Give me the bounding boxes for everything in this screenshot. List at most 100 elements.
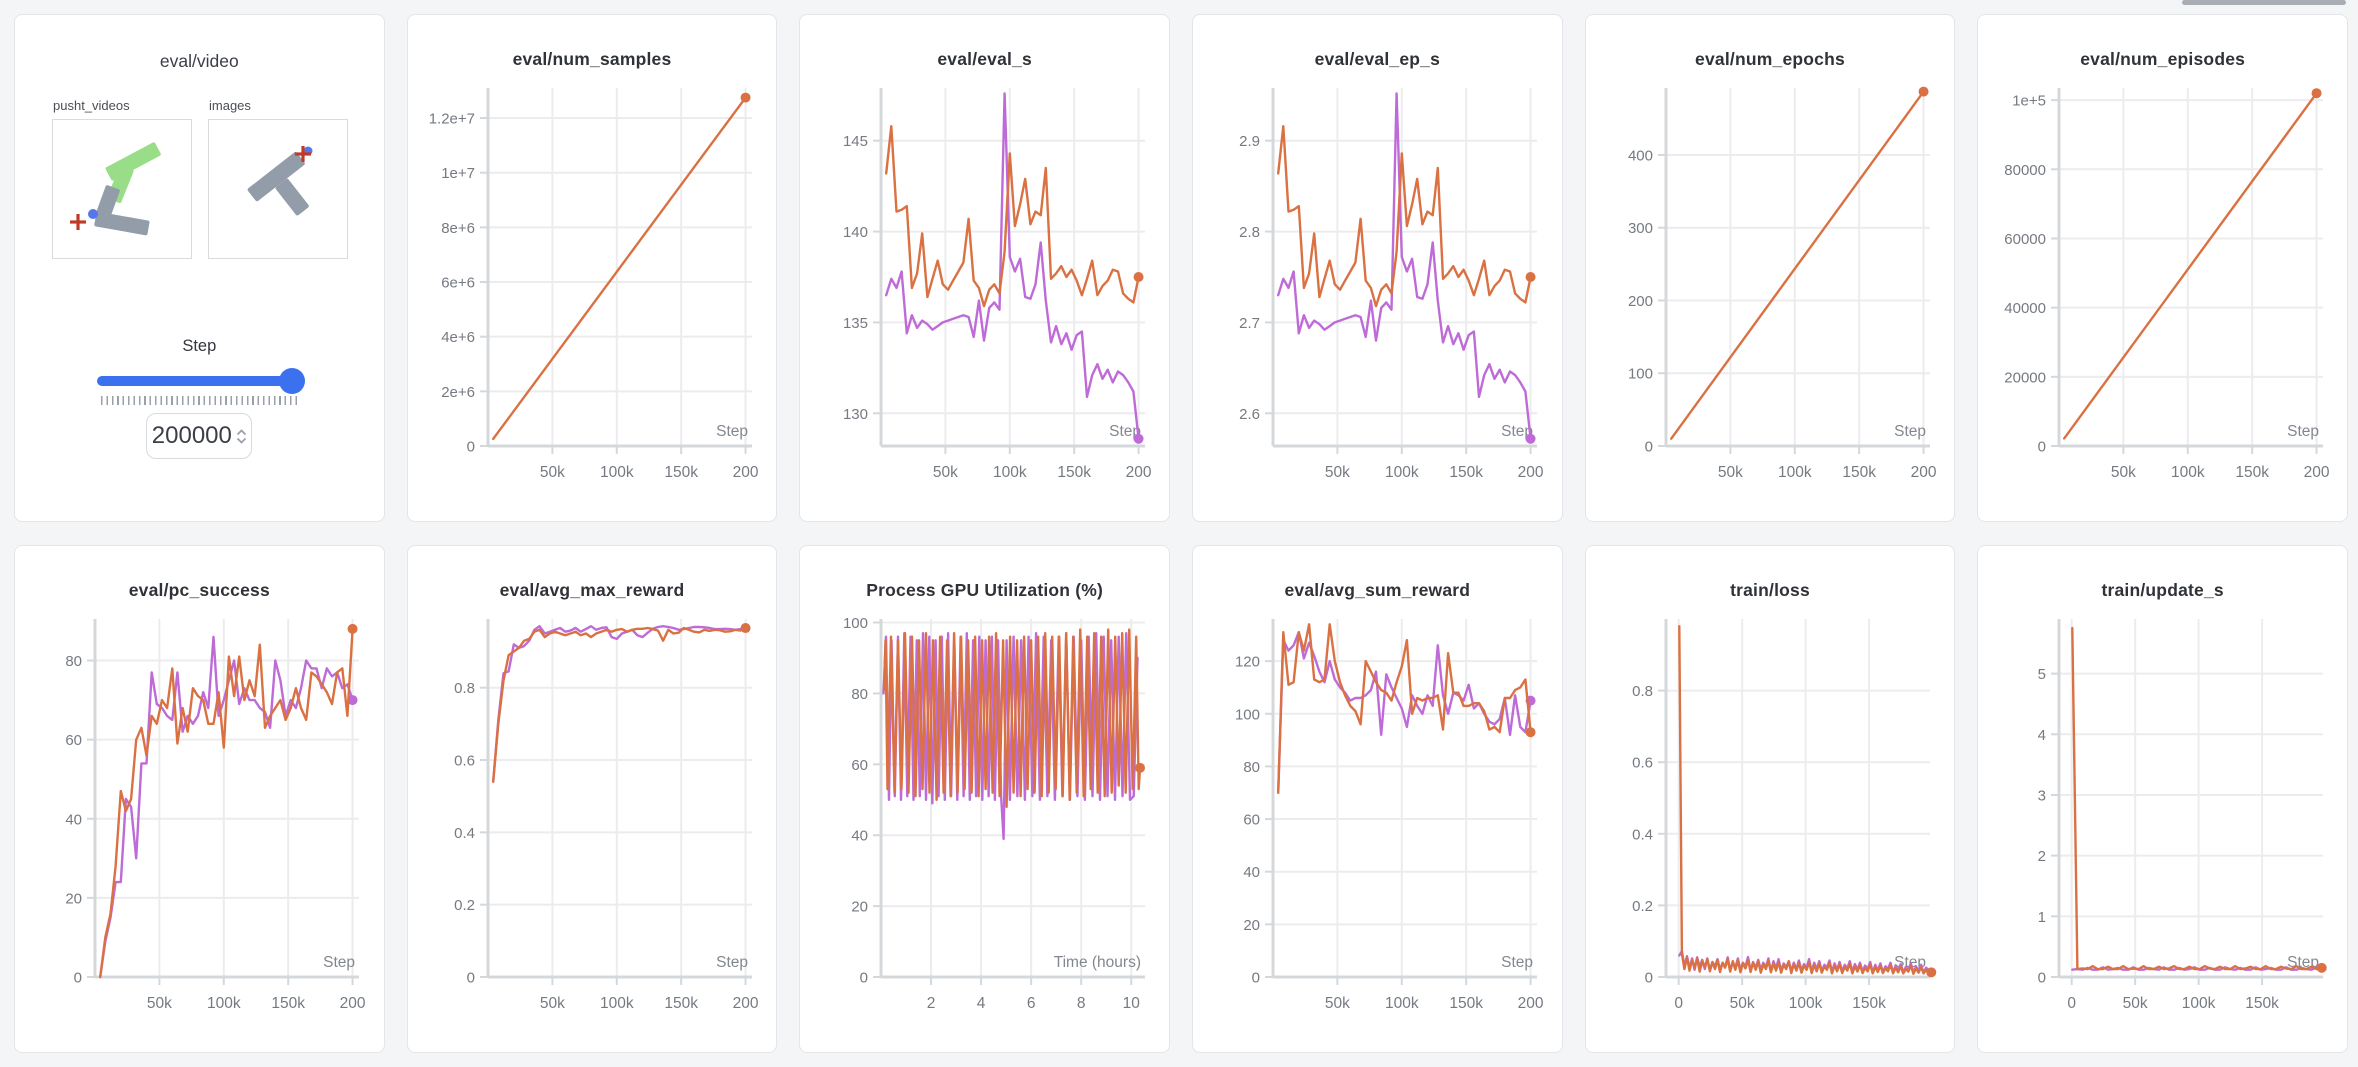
svg-text:0: 0 [859,970,867,987]
svg-text:Time (hours): Time (hours) [1053,954,1140,971]
svg-text:2.7: 2.7 [1239,315,1260,332]
panel-train-loss: train/loss 0 0.2 0.4 0.6 0.8 0 50k 100k 150k Step [1584,545,1956,1053]
svg-text:200: 200 [340,995,366,1012]
svg-text:2e+6: 2e+6 [441,384,475,401]
svg-text:100k: 100k [1385,464,1419,481]
step-input-value: 200000 [151,422,232,449]
svg-text:50k: 50k [540,464,565,481]
stepper-down-icon[interactable] [236,437,247,444]
chart-eval-num-episodes[interactable]: 0 20000 40000 60000 80000 1e+5 50k 100k 150k 200 S… [1989,72,2337,488]
svg-text:60000: 60000 [2004,231,2046,248]
chart-eval-num-epochs[interactable]: 0 100 200 300 400 50k 100k 150k 200 Step [1596,72,1944,488]
chart-eval-eval-s[interactable]: 130 135 140 145 50k 100k 150k 200 Step [811,72,1159,488]
panel-train-update-s: train/update_s 0 1 2 3 4 5 0 50k 100k 150k Step [1977,545,2348,1053]
svg-text:2.8: 2.8 [1239,224,1260,241]
svg-text:50k: 50k [1325,464,1350,481]
svg-text:Step: Step [1894,423,1926,440]
svg-text:0.6: 0.6 [1632,755,1653,772]
agent-dot [88,209,98,219]
pusht-image [247,146,313,216]
panel-eval-num-episodes: eval/num_episodes 0 20000 40000 60000 80000 1… [1977,14,2348,522]
chart-process-gpu-utilization[interactable]: 0 20 40 60 80 100 2 4 6 8 10 Time (hours) [811,603,1159,1019]
svg-text:135: 135 [843,315,868,332]
svg-text:0.2: 0.2 [1632,898,1653,915]
svg-text:80: 80 [66,653,83,670]
svg-text:0: 0 [1645,439,1653,456]
target-cross-icon [295,146,311,162]
svg-text:0.6: 0.6 [454,753,475,770]
slider-tick-ruler [101,396,298,405]
step-slider[interactable] [97,368,306,394]
svg-text:60: 60 [66,732,83,749]
svg-text:0.8: 0.8 [454,680,475,697]
svg-text:4e+6: 4e+6 [441,329,475,346]
step-label: Step [182,337,217,355]
svg-text:100: 100 [843,615,868,632]
svg-text:1e+7: 1e+7 [441,165,475,182]
svg-text:300: 300 [1628,220,1653,237]
svg-text:100: 100 [1235,706,1260,723]
svg-text:400: 400 [1628,147,1653,164]
svg-text:100k: 100k [2171,464,2205,481]
svg-text:0: 0 [467,439,475,456]
svg-text:2.6: 2.6 [1239,406,1260,423]
svg-text:8: 8 [1077,995,1086,1012]
svg-text:150k: 150k [1450,995,1484,1012]
image-thumbnail[interactable] [208,119,348,259]
svg-text:60: 60 [1244,812,1261,829]
svg-text:0: 0 [2037,970,2045,987]
svg-text:140: 140 [843,224,868,241]
panel-title: eval/num_epochs [1695,49,1845,69]
chart-eval-eval-ep-s[interactable]: 2.6 2.7 2.8 2.9 50k 100k 150k 200 Step [1203,72,1551,488]
chart-eval-num-samples[interactable]: 0 2e+6 4e+6 6e+6 8e+6 1e+7 1.2e+7 50k 100k 150k 20… [418,72,766,488]
svg-text:2: 2 [2037,848,2045,865]
slider-handle[interactable] [279,368,306,394]
svg-text:0.8: 0.8 [1632,683,1653,700]
chart-eval-avg-max-reward[interactable]: 0 0.2 0.4 0.6 0.8 50k 100k 150k 200 Step [418,603,766,1019]
video-thumbnail-pusht[interactable] [52,119,192,259]
scrollbar-thumb[interactable] [2182,0,2346,5]
panel-eval-avg-sum-reward: eval/avg_sum_reward 0 20 40 60 80 100 120 50k 10… [1191,545,1563,1053]
panel-title: Process GPU Utilization (%) [866,580,1104,600]
svg-text:150k: 150k [664,995,698,1012]
svg-text:50k: 50k [2111,464,2136,481]
svg-text:50k: 50k [1730,995,1755,1012]
panel-eval-num-epochs: eval/num_epochs 0 100 200 300 400 50k 100k 150k… [1584,14,1956,522]
svg-text:100k: 100k [600,464,634,481]
svg-text:1.2e+7: 1.2e+7 [429,111,475,128]
slider-track[interactable] [97,376,302,386]
chart-eval-pc-success[interactable]: 0 20 40 60 80 50k 100k 150k 200 Step [25,603,373,1019]
svg-text:100k: 100k [600,995,634,1012]
chart-eval-avg-sum-reward[interactable]: 0 20 40 60 80 100 120 50k 100k 150k 200 Step [1203,603,1551,1019]
svg-text:150k: 150k [272,995,306,1012]
svg-text:60: 60 [851,757,868,774]
svg-text:150k: 150k [2245,995,2279,1012]
svg-text:0: 0 [1252,970,1260,987]
svg-text:20: 20 [851,899,868,916]
step-input[interactable]: 200000 [146,413,253,459]
svg-text:80: 80 [851,686,868,703]
svg-text:Step: Step [2287,423,2319,440]
svg-text:Step: Step [1109,423,1141,440]
media-key-label: images [209,98,251,113]
svg-text:10: 10 [1122,995,1140,1012]
svg-text:200: 200 [1125,464,1151,481]
svg-text:0: 0 [1645,970,1653,987]
svg-text:0: 0 [1674,995,1683,1012]
panel-title: eval/eval_ep_s [1314,49,1441,69]
svg-text:Step: Step [716,954,748,971]
stepper[interactable] [236,428,247,444]
panel-eval-eval-ep-s: eval/eval_ep_s 2.6 2.7 2.8 2.9 50k 100k 150k 20… [1191,14,1563,522]
svg-text:150k: 150k [1852,995,1886,1012]
svg-text:40: 40 [851,828,868,845]
panel-process-gpu-utilization: Process GPU Utilization (%) 0 20 40 60 80 100… [799,545,1170,1053]
svg-text:6: 6 [1026,995,1035,1012]
svg-text:0: 0 [2037,439,2045,456]
svg-text:50k: 50k [2122,995,2147,1012]
stepper-up-icon[interactable] [236,428,247,436]
svg-text:130: 130 [843,406,868,423]
svg-text:50k: 50k [933,464,958,481]
svg-text:0.4: 0.4 [454,825,475,842]
